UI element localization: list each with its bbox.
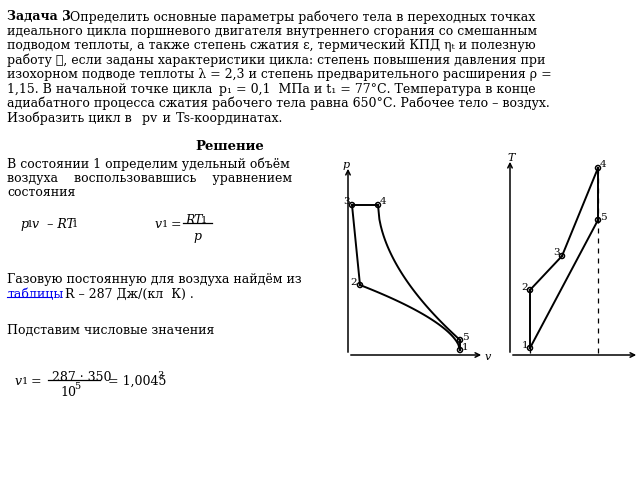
Text: 2: 2 xyxy=(350,278,356,287)
Text: 1: 1 xyxy=(522,341,529,350)
Text: 4: 4 xyxy=(380,197,387,206)
Text: В состоянии 1 определим удельный объём: В состоянии 1 определим удельный объём xyxy=(7,157,290,171)
Text: 1: 1 xyxy=(162,220,168,229)
Text: 10: 10 xyxy=(60,386,76,399)
Text: RT: RT xyxy=(185,215,202,228)
Text: идеального цикла поршневого двигателя внутреннего сгорания со смешанным: идеального цикла поршневого двигателя вн… xyxy=(7,24,537,37)
Text: 2: 2 xyxy=(521,283,527,292)
Text: 3: 3 xyxy=(553,248,559,257)
Text: v: v xyxy=(485,352,492,362)
Text: 1: 1 xyxy=(201,216,207,226)
Text: v  – RT: v – RT xyxy=(32,218,75,231)
Text: таблицы: таблицы xyxy=(7,288,63,301)
Text: работу ℓ, если заданы характеристики цикла: степень повышения давления при: работу ℓ, если заданы характеристики цик… xyxy=(7,53,545,67)
Text: 1: 1 xyxy=(22,377,28,386)
Text: T: T xyxy=(507,153,515,163)
Text: =: = xyxy=(167,218,182,231)
Text: 5: 5 xyxy=(600,213,607,222)
Text: v: v xyxy=(155,218,162,231)
Text: 3: 3 xyxy=(343,197,349,206)
Text: 1: 1 xyxy=(462,343,468,352)
Text: Изобразить цикл в    pv  и  Ts-координатах.: Изобразить цикл в pv и Ts-координатах. xyxy=(7,111,282,125)
Text: 287 · 350: 287 · 350 xyxy=(52,371,111,384)
Text: 1: 1 xyxy=(72,220,78,229)
Text: 5: 5 xyxy=(74,382,80,391)
Text: 4: 4 xyxy=(600,160,607,169)
Text: p: p xyxy=(20,218,28,231)
Text: состояния: состояния xyxy=(7,187,76,200)
Text: =: = xyxy=(27,375,42,388)
Text: воздуха    воспользовавшись    уравнением: воздуха воспользовавшись уравнением xyxy=(7,172,292,185)
Text: v: v xyxy=(15,375,22,388)
Text: подводом теплоты, а также степень сжатия ε, термический КПД ηₜ и полезную: подводом теплоты, а также степень сжатия… xyxy=(7,39,536,52)
Text: = 1,0045: = 1,0045 xyxy=(104,375,166,388)
Text: Газовую постоянную для воздуха найдём из: Газовую постоянную для воздуха найдём из xyxy=(7,274,301,287)
Text: 3: 3 xyxy=(157,371,163,380)
Text: 1: 1 xyxy=(27,220,33,229)
Text: 1,15. В начальной точке цикла  p₁ = 0,1  МПа и t₁ = 77°С. Температура в конце: 1,15. В начальной точке цикла p₁ = 0,1 М… xyxy=(7,83,536,96)
Text: Задача 3: Задача 3 xyxy=(7,10,71,23)
Text: Подставим числовые значения: Подставим числовые значения xyxy=(7,324,214,337)
Text: . Определить основные параметры рабочего тела в переходных точках: . Определить основные параметры рабочего… xyxy=(62,10,535,24)
Text: p: p xyxy=(343,160,350,170)
Text: 5: 5 xyxy=(462,333,468,342)
Text: изохорном подводе теплоты λ = 2,3 и степень предварительного расширения ρ =: изохорном подводе теплоты λ = 2,3 и степ… xyxy=(7,68,552,81)
Text: R – 287 Дж/(кл  К) .: R – 287 Дж/(кл К) . xyxy=(53,288,194,301)
Text: p: p xyxy=(193,230,201,243)
Text: Решение: Решение xyxy=(195,141,264,154)
Text: адиабатного процесса сжатия рабочего тела равна 650°С. Рабочее тело – воздух.: адиабатного процесса сжатия рабочего тел… xyxy=(7,97,550,110)
